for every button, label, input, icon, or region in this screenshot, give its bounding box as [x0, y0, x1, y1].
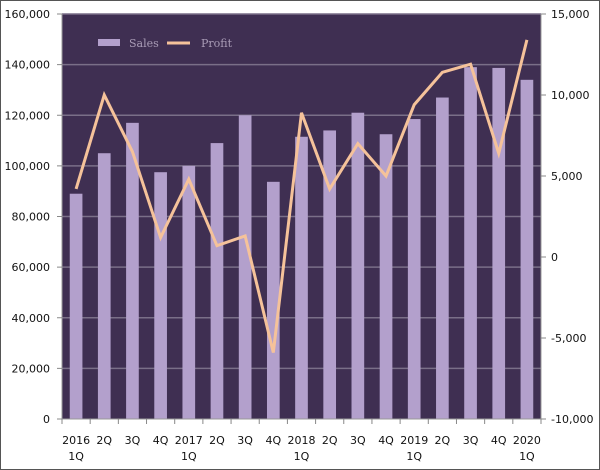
sales-bar	[154, 172, 167, 419]
x-axis-tick-label: 1Q	[294, 450, 310, 463]
sales-bar	[238, 115, 252, 419]
sales-bar	[210, 143, 224, 419]
legend-profit-label: Profit	[201, 37, 233, 50]
right-axis-tick-label: -10,000	[551, 413, 593, 426]
sales-bar	[351, 112, 365, 419]
left-axis-tick-label: 60,000	[12, 261, 51, 274]
sales-bar	[182, 165, 196, 419]
right-axis-tick-label: 0	[551, 251, 558, 264]
right-axis-tick-label: 15,000	[551, 8, 590, 21]
x-axis-tick-label: 3Q	[237, 434, 253, 447]
left-axis-tick-label: 140,000	[5, 59, 51, 72]
right-axis-tick-label: 5,000	[551, 170, 583, 183]
sales-bar	[407, 119, 421, 419]
left-axis-tick-label: 0	[43, 413, 50, 426]
sales-bar	[266, 181, 280, 419]
sales-bar	[520, 79, 534, 419]
x-axis-tick-label: 3Q	[463, 434, 479, 447]
x-axis-tick-label: 2020	[513, 434, 541, 447]
sales-bar	[323, 130, 337, 419]
x-axis-tick-label: 3Q	[125, 434, 141, 447]
x-axis-tick-label: 2Q	[322, 434, 338, 447]
left-axis-tick-label: 120,000	[5, 109, 51, 122]
sales-bar	[295, 136, 308, 419]
right-y-axis: -10,000 -5,000 0 5,000 10,000 15,000	[540, 8, 593, 426]
x-axis: 2016 1Q 2Q 3Q 4Q 2017 1Q 2Q 3Q 4Q 2018 1Q 2Q 3Q 4Q 2019…	[61, 418, 542, 463]
sales-bar	[464, 67, 477, 419]
sales-bar	[492, 67, 506, 420]
x-axis-tick-label: 1Q	[68, 450, 84, 463]
x-axis-tick-label: 4Q	[491, 434, 507, 447]
x-axis-tick-label: 2Q	[209, 434, 225, 447]
legend-sales-label: Sales	[129, 37, 159, 50]
left-y-axis: 0 20,000 40,000 60,000 80,000 100,000 120,000 1…	[5, 8, 63, 426]
sales-bar	[379, 134, 393, 419]
right-axis-tick-label: 10,000	[551, 89, 590, 102]
x-axis-tick-label: 2019	[400, 434, 428, 447]
left-axis-tick-label: 100,000	[5, 160, 51, 173]
x-axis-tick-label: 2Q	[96, 434, 112, 447]
x-axis-tick-label: 4Q	[265, 434, 281, 447]
sales-bar	[126, 122, 139, 419]
x-axis-tick-label: 2017	[175, 434, 203, 447]
sales-bar	[436, 97, 449, 419]
legend: Sales Profit	[98, 37, 233, 50]
profit-line	[74, 39, 529, 353]
x-axis-tick-label: 1Q	[519, 450, 535, 463]
sales-bars	[69, 67, 534, 420]
left-axis-tick-label: 40,000	[12, 312, 51, 325]
right-axis-tick-label: -5,000	[551, 332, 586, 345]
left-axis-tick-label: 20,000	[12, 362, 51, 375]
x-axis-tick-label: 3Q	[350, 434, 366, 447]
x-axis-tick-label: 2Q	[435, 434, 451, 447]
x-axis-tick-label: 1Q	[181, 450, 197, 463]
left-axis-tick-label: 80,000	[12, 211, 51, 224]
x-axis-tick-label: 1Q	[406, 450, 422, 463]
sales-bar	[69, 193, 83, 419]
x-axis-tick-label: 4Q	[378, 434, 394, 447]
sales-bar	[97, 153, 111, 419]
left-axis-tick-label: 160,000	[5, 8, 51, 21]
legend-sales-swatch	[98, 39, 120, 46]
x-axis-tick-label: 2018	[288, 434, 316, 447]
x-axis-tick-label: 4Q	[153, 434, 169, 447]
x-axis-tick-label: 2016	[62, 434, 90, 447]
